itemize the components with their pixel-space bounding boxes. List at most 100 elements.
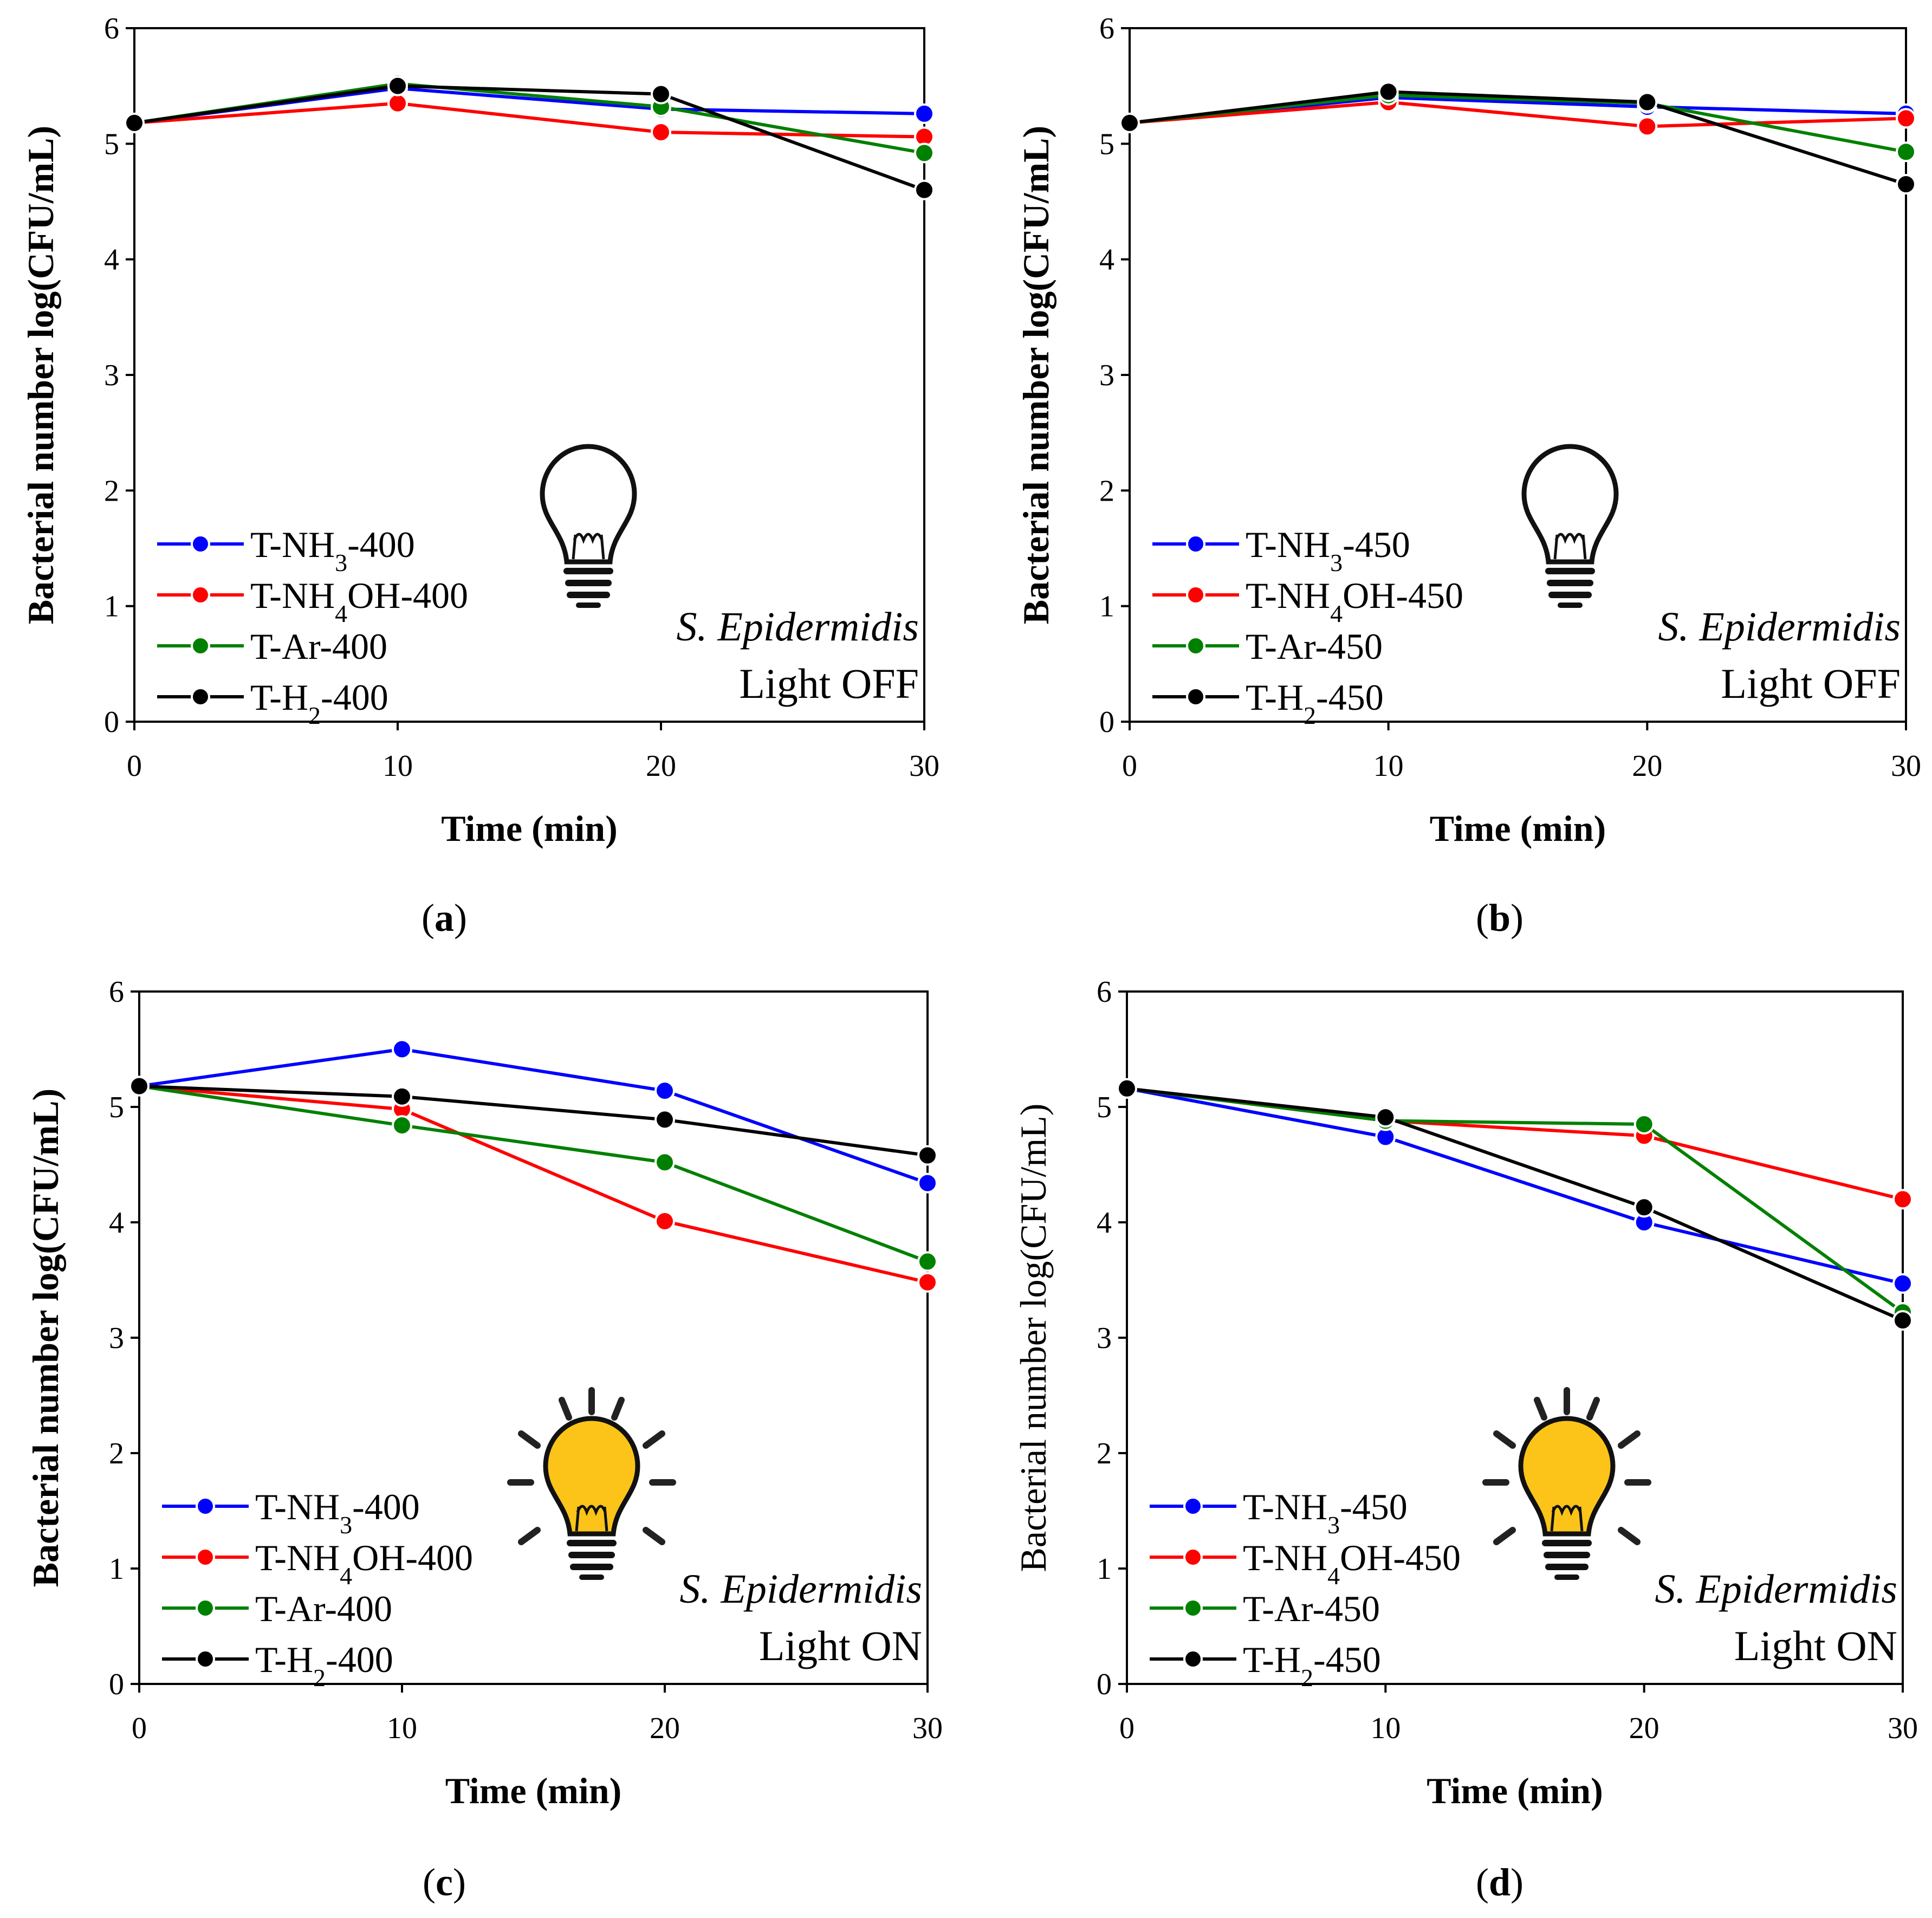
y-tick-label: 3 (1099, 359, 1114, 392)
legend-marker (1183, 1598, 1203, 1618)
series-line (1126, 1086, 1903, 1285)
series-T-NH4OH-450 (1117, 1078, 1913, 1210)
y-axis-title: Bacterial number log(CFU/mL) (20, 126, 61, 624)
y-tick-label: 6 (109, 975, 124, 1009)
light-ray-icon (643, 1430, 665, 1449)
series-line (1129, 90, 1907, 186)
x-axis-title: Time (min) (1430, 808, 1606, 849)
data-point (1378, 81, 1399, 102)
x-tick-label: 30 (1888, 1712, 1918, 1745)
legend-label: T-NH3-400 (250, 524, 415, 576)
panel-label: (d) (1476, 1861, 1523, 1904)
x-tick-label: 20 (1632, 749, 1662, 783)
series-line (1126, 1086, 1904, 1314)
data-point (654, 1080, 675, 1101)
x-tick-label: 20 (650, 1712, 680, 1745)
x-axis-title: Time (min) (1427, 1770, 1603, 1811)
data-point (654, 1210, 675, 1232)
y-tick-label: 5 (1097, 1091, 1112, 1124)
legend-marker (196, 1496, 215, 1516)
data-point (392, 1039, 412, 1060)
x-tick-label: 10 (382, 749, 413, 783)
data-point (914, 103, 935, 124)
series-line (139, 1047, 928, 1185)
data-point (1633, 1113, 1655, 1135)
y-tick-label: 0 (1097, 1668, 1112, 1701)
data-point (1892, 1310, 1913, 1331)
species-label: S. Epidermidis (1655, 1566, 1897, 1612)
legend-label: T-Ar-450 (1246, 626, 1383, 667)
light-ray-icon (1493, 1527, 1516, 1545)
lightbulb-icon (507, 1387, 676, 1580)
panel-d: 0 1 2 3 4 5 6 0 10 20 30 Time (min) Bacterial number… (1013, 975, 1918, 1904)
legend-label: T-NH4OH-400 (255, 1537, 473, 1590)
legend-label: T-Ar-400 (255, 1588, 392, 1629)
light-condition-label: Light OFF (1721, 660, 1901, 707)
x-tick-label: 20 (1629, 1712, 1659, 1745)
y-tick-label: 5 (1099, 127, 1114, 161)
lightbulb-icon (540, 444, 637, 608)
legend-marker (191, 636, 210, 656)
x-tick-label: 0 (132, 1712, 147, 1745)
y-tick-label: 6 (1097, 975, 1112, 1009)
light-ray-icon (559, 1397, 572, 1421)
x-tick-label: 10 (387, 1712, 417, 1745)
legend-marker (1186, 585, 1205, 605)
data-point (654, 1109, 675, 1130)
legend-marker (196, 1547, 215, 1567)
data-point (387, 75, 408, 96)
bulb-filament (572, 533, 605, 560)
light-condition-label: Light OFF (739, 660, 919, 707)
legend-marker (1183, 1547, 1203, 1567)
data-point (914, 142, 935, 164)
series-T-H2-400 (129, 1075, 938, 1166)
light-condition-label: Light ON (759, 1622, 922, 1669)
panel-b: 0 1 2 3 4 5 6 0 10 20 30 Time (min) Bacterial number… (1015, 12, 1921, 939)
light-ray-icon (1493, 1430, 1516, 1449)
data-point (1896, 108, 1916, 129)
y-tick-label: 2 (109, 1437, 124, 1470)
y-axis-title: Bacterial number log(CFU/mL) (1013, 1104, 1054, 1572)
data-point (917, 1172, 938, 1194)
data-point (1896, 141, 1916, 163)
series-T-Ar-400 (129, 1075, 938, 1272)
species-label: S. Epidermidis (1658, 604, 1901, 650)
series-line (1126, 1086, 1903, 1201)
series-line (1129, 93, 1907, 154)
series-T-H2-450 (1119, 81, 1916, 195)
data-point (1119, 112, 1140, 133)
legend-label: T-NH4OH-450 (1243, 1537, 1461, 1590)
bulb-glass (543, 1416, 640, 1537)
legend-label: T-NH3-400 (255, 1486, 420, 1539)
light-ray-icon (518, 1430, 541, 1449)
panel-label: (c) (423, 1861, 466, 1904)
legend-marker (191, 585, 210, 605)
x-tick-label: 20 (646, 749, 676, 783)
panel-c: 0 1 2 3 4 5 6 0 10 20 30 Time (min) Bacterial number… (25, 975, 943, 1904)
data-point (1892, 1273, 1913, 1294)
legend-marker (1186, 636, 1205, 656)
legend-marker (1183, 1496, 1203, 1516)
series-line (1129, 100, 1907, 128)
legend-marker (191, 687, 210, 707)
data-point (917, 1145, 938, 1166)
data-point (1896, 174, 1916, 195)
data-point (917, 1251, 938, 1272)
y-tick-label: 3 (109, 1321, 124, 1355)
y-tick-label: 6 (104, 12, 119, 46)
legend-label: T-Ar-400 (250, 626, 387, 667)
series-line (134, 84, 925, 192)
y-tick-label: 4 (1099, 243, 1114, 277)
light-ray-icon (1618, 1430, 1641, 1449)
species-label: S. Epidermidis (676, 604, 919, 650)
legend-marker (196, 1598, 215, 1618)
bulb-glass (1518, 1416, 1616, 1537)
data-point (1892, 1189, 1913, 1210)
series-T-NH3-450 (1117, 1078, 1913, 1294)
y-tick-label: 3 (104, 359, 119, 392)
y-tick-label: 1 (104, 590, 119, 624)
x-tick-label: 30 (912, 1712, 943, 1745)
